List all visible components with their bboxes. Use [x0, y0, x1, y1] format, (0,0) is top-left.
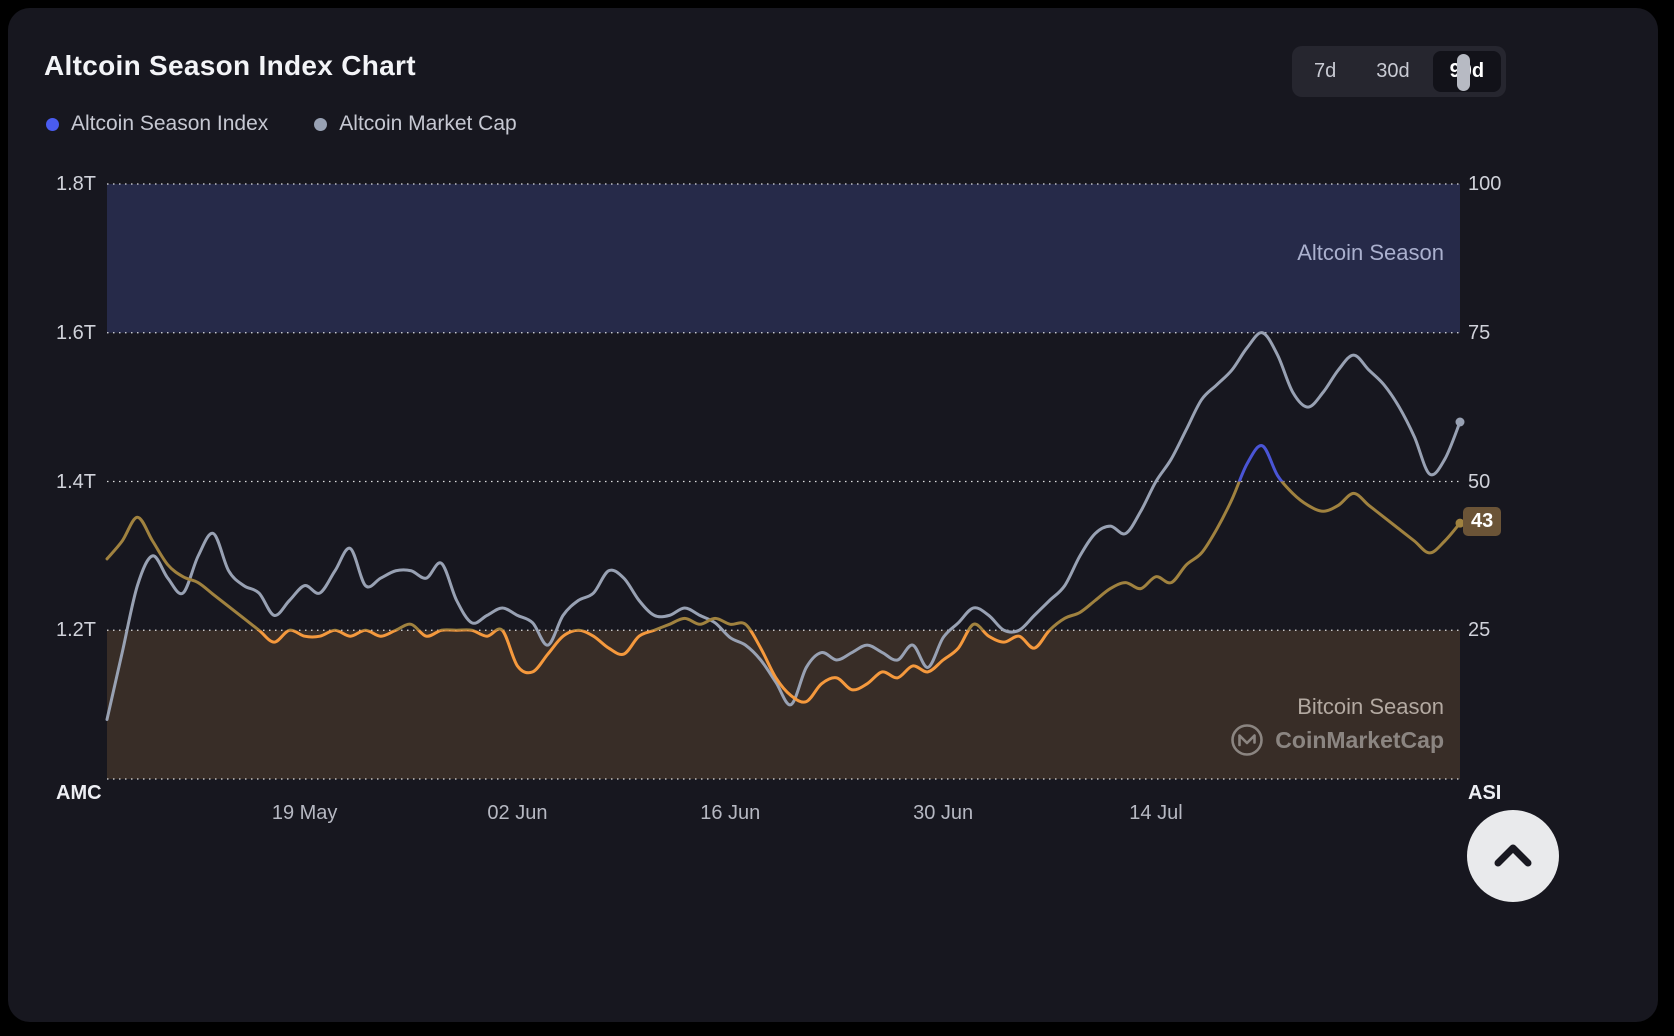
scrollbar-thumb[interactable]: [1457, 54, 1470, 91]
range-30d-button[interactable]: 30d: [1359, 51, 1426, 92]
right-axis-tick: 50: [1468, 470, 1491, 493]
page-title: Altcoin Season Index Chart: [44, 50, 416, 81]
chart-canvas[interactable]: [105, 170, 1465, 784]
legend-item-altcoin-season-index[interactable]: Altcoin Season Index: [46, 112, 268, 136]
legend-item-altcoin-market-cap[interactable]: Altcoin Market Cap: [314, 112, 517, 136]
x-axis-tick: 02 Jun: [487, 802, 548, 824]
watermark-text: CoinMarketCap: [1275, 726, 1444, 753]
right-axis-tick: 75: [1468, 321, 1491, 344]
left-axis-tick: 1.6T: [56, 321, 97, 344]
right-axis-name: ASI: [1468, 782, 1502, 804]
right-axis-tick: 25: [1468, 619, 1491, 642]
left-axis-tick: 1.4T: [56, 470, 97, 493]
left-axis-tick: 1.8T: [56, 173, 97, 195]
x-axis-tick: 19 May: [271, 802, 338, 824]
current-value-badge: 43: [1463, 507, 1502, 537]
chart-legend: Altcoin Season Index Altcoin Market Cap: [46, 112, 517, 136]
chevron-up-icon: [1494, 844, 1532, 867]
range-7d-button[interactable]: 7d: [1297, 51, 1353, 92]
x-axis-tick: 14 Jul: [1129, 802, 1183, 824]
x-axis-tick: 16 Jun: [700, 802, 761, 824]
x-axis-tick: 30 Jun: [913, 802, 974, 824]
chart-area: Altcoin Season Bitcoin Season CoinMarket…: [56, 170, 1501, 824]
legend-label: Altcoin Market Cap: [339, 112, 517, 135]
left-axis-name: AMC: [56, 782, 102, 804]
scroll-to-top-button[interactable]: [1467, 810, 1559, 902]
altcoin-season-band-label: Altcoin Season: [1297, 240, 1444, 265]
time-range-selector: 7d 30d 90d: [1292, 46, 1507, 97]
right-axis-tick: 100: [1468, 173, 1502, 195]
legend-label: Altcoin Season Index: [71, 112, 269, 135]
bitcoin-season-band-label: Bitcoin Season: [1297, 694, 1444, 719]
coinmarketcap-logo-icon: [1231, 724, 1264, 756]
legend-dot-gray-icon: [314, 117, 328, 131]
left-axis-tick: 1.2T: [56, 619, 97, 642]
legend-dot-blue-icon: [46, 117, 59, 131]
altcoin-season-card: Altcoin Season Index Chart 7d 30d 90d Al…: [8, 8, 1658, 1022]
coinmarketcap-watermark: CoinMarketCap: [1229, 722, 1444, 758]
